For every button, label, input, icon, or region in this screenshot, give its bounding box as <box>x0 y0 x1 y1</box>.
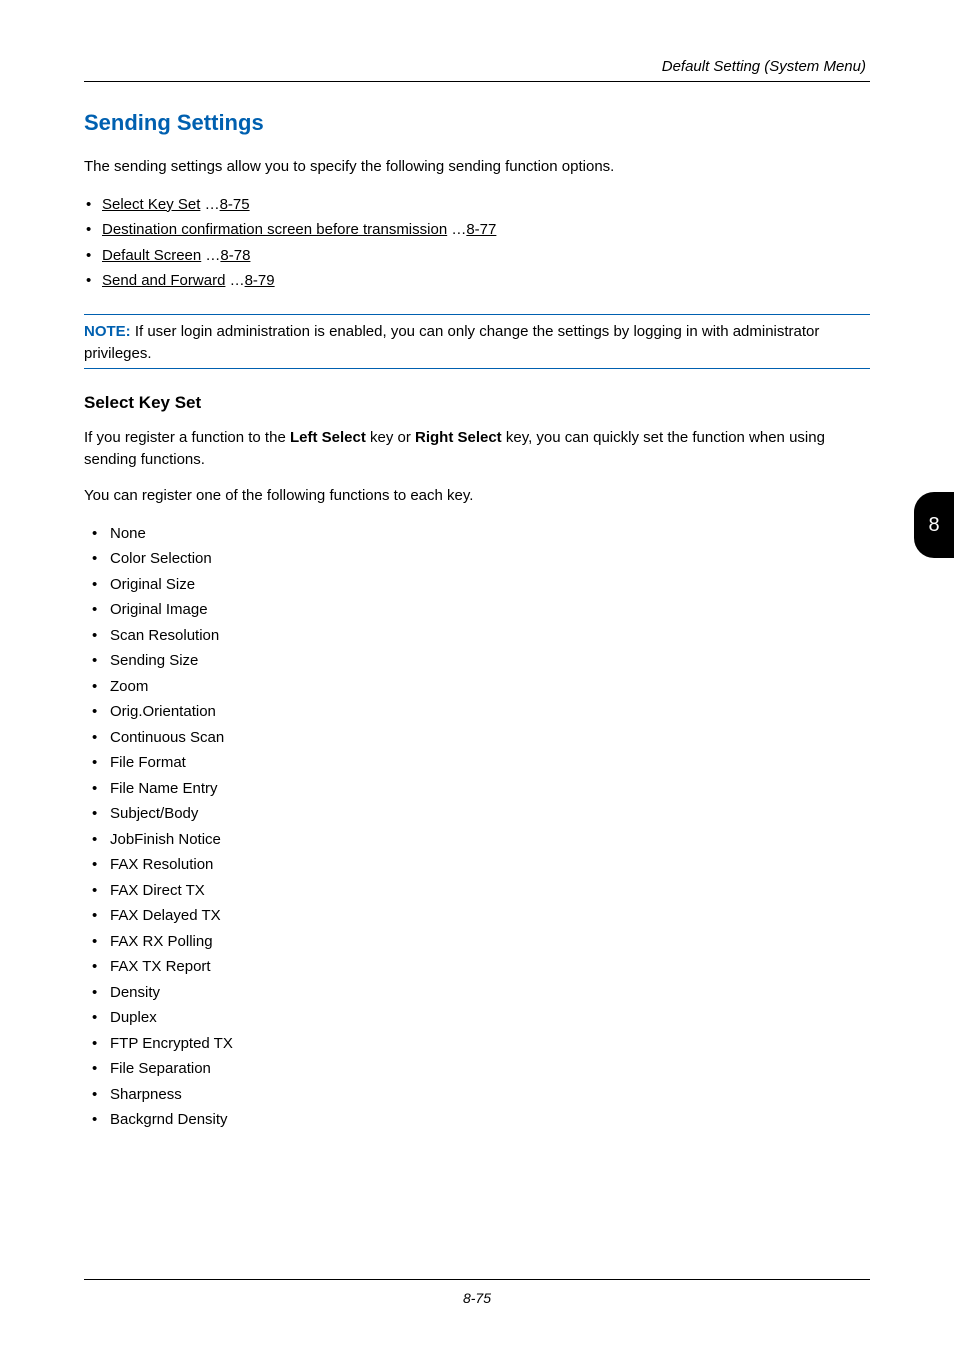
subsection-heading: Select Key Set <box>84 393 870 413</box>
chapter-number: 8 <box>928 514 939 537</box>
toc-link-item: Destination confirmation screen before t… <box>84 217 870 243</box>
footer-rule <box>84 1279 870 1280</box>
toc-link-sep: … <box>205 247 220 264</box>
list-item: JobFinish Notice <box>84 827 870 853</box>
list-item: Orig.Orientation <box>84 699 870 725</box>
toc-link-page[interactable]: 8-77 <box>466 221 496 238</box>
page-number: 8-75 <box>463 1290 491 1306</box>
list-item: File Format <box>84 750 870 776</box>
list-item: Zoom <box>84 674 870 700</box>
function-list: None Color Selection Original Size Origi… <box>84 521 870 1133</box>
toc-link-label[interactable]: Destination confirmation screen before t… <box>102 221 447 238</box>
note-rule-bottom <box>84 368 870 369</box>
list-item: FAX RX Polling <box>84 929 870 955</box>
note-block: NOTE: If user login administration is en… <box>84 321 870 365</box>
list-item: Density <box>84 980 870 1006</box>
toc-link-sep: … <box>230 272 245 289</box>
list-item: Backgrnd Density <box>84 1107 870 1133</box>
toc-link-label[interactable]: Default Screen <box>102 247 201 264</box>
list-item: Original Size <box>84 572 870 598</box>
toc-link-list: Select Key Set …8-75 Destination confirm… <box>84 192 870 294</box>
list-item: FTP Encrypted TX <box>84 1031 870 1057</box>
header-section-title: Default Setting (System Menu) <box>84 58 870 75</box>
toc-link-item: Send and Forward …8-79 <box>84 268 870 294</box>
list-item: FAX Direct TX <box>84 878 870 904</box>
subsection-paragraph-1: If you register a function to the Left S… <box>84 427 870 471</box>
list-item: File Separation <box>84 1056 870 1082</box>
toc-link-label[interactable]: Send and Forward <box>102 272 225 289</box>
list-item: Sharpness <box>84 1082 870 1108</box>
page-heading: Sending Settings <box>84 110 870 136</box>
p1-bold-1: Left Select <box>290 429 366 446</box>
list-item: FAX Delayed TX <box>84 903 870 929</box>
toc-link-page[interactable]: 8-79 <box>245 272 275 289</box>
chapter-tab: 8 <box>914 492 954 558</box>
list-item: Scan Resolution <box>84 623 870 649</box>
toc-link-page[interactable]: 8-75 <box>220 196 250 213</box>
list-item: Original Image <box>84 597 870 623</box>
list-item: Duplex <box>84 1005 870 1031</box>
toc-link-item: Select Key Set …8-75 <box>84 192 870 218</box>
toc-link-page[interactable]: 8-78 <box>220 247 250 264</box>
toc-link-sep: … <box>205 196 220 213</box>
list-item: Subject/Body <box>84 801 870 827</box>
p1-mid: key or <box>366 429 415 446</box>
note-rule-top <box>84 314 870 315</box>
toc-link-sep: … <box>451 221 466 238</box>
footer: 8-75 <box>0 1279 954 1306</box>
list-item: Color Selection <box>84 546 870 572</box>
note-label: NOTE: <box>84 323 131 340</box>
list-item: FAX TX Report <box>84 954 870 980</box>
intro-paragraph: The sending settings allow you to specif… <box>84 156 870 178</box>
p1-bold-2: Right Select <box>415 429 502 446</box>
toc-link-label[interactable]: Select Key Set <box>102 196 200 213</box>
list-item: Sending Size <box>84 648 870 674</box>
list-item: File Name Entry <box>84 776 870 802</box>
header-rule <box>84 81 870 82</box>
list-item: None <box>84 521 870 547</box>
subsection-paragraph-2: You can register one of the following fu… <box>84 485 870 507</box>
note-text: If user login administration is enabled,… <box>84 323 819 362</box>
p1-pre: If you register a function to the <box>84 429 290 446</box>
list-item: FAX Resolution <box>84 852 870 878</box>
list-item: Continuous Scan <box>84 725 870 751</box>
toc-link-item: Default Screen …8-78 <box>84 243 870 269</box>
